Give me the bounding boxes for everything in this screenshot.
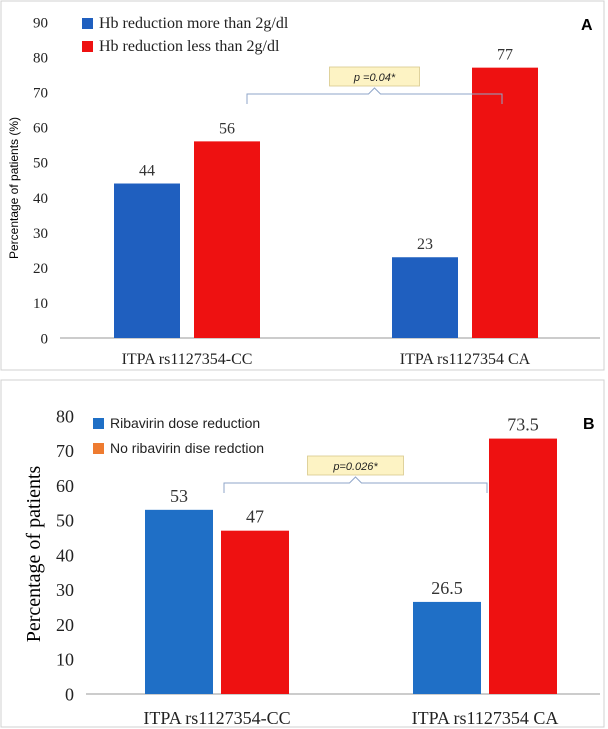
panel-a-frame	[0, 0, 605, 371]
y-tick-label: 60	[56, 476, 74, 496]
legend-label: Hb reduction more than 2g/dl	[99, 15, 289, 32]
p-value-box	[307, 455, 404, 476]
y-tick-label: 40	[33, 191, 48, 207]
x-category-label: ITPA rs1127354 CA	[412, 708, 559, 728]
y-tick-label: 90	[33, 15, 48, 31]
bar	[114, 183, 180, 338]
y-tick-label: 20	[56, 615, 74, 635]
bar-data-label: 56	[219, 120, 235, 137]
y-tick-label: 40	[56, 545, 74, 565]
bar	[489, 438, 557, 694]
y-tick-label: 70	[56, 441, 74, 461]
y-tick-label: 60	[33, 121, 48, 137]
bar	[472, 67, 538, 339]
panel-b-label: B	[583, 416, 595, 433]
y-tick-label: 70	[33, 85, 48, 101]
panel-b-plot: 0 10 20 30 40 50 60 70 80 53 47 ITPA rs1127354-CC 26…	[56, 406, 600, 728]
panel-a-ylabel: Percentage of patients (%)	[7, 117, 21, 259]
bar	[221, 530, 289, 694]
legend-label: No ribavirin dise redction	[110, 440, 264, 456]
panel-b-ylabel: Percentage of patients	[23, 465, 45, 642]
bar	[145, 509, 213, 694]
bar-data-label: 73.5	[507, 415, 539, 435]
legend-swatch	[82, 18, 93, 29]
bar	[392, 257, 458, 338]
legend-swatch	[93, 418, 104, 429]
legend-label: Hb reduction less than 2g/dl	[99, 38, 280, 55]
y-tick-label: 20	[33, 261, 48, 277]
bar-data-label: 77	[497, 47, 513, 64]
bar-data-label: 47	[246, 507, 264, 527]
legend-swatch	[93, 443, 104, 454]
x-category-label: ITPA rs1127354-CC	[143, 708, 290, 728]
bar	[413, 601, 481, 694]
y-tick-label: 0	[65, 684, 74, 704]
y-tick-label: 30	[33, 226, 48, 242]
bar-data-label: 53	[170, 486, 188, 506]
y-tick-label: 80	[56, 406, 74, 426]
y-tick-label: 0	[41, 331, 49, 347]
y-tick-label: 30	[56, 580, 74, 600]
panel-a-plot: 0 10 20 30 40 50 60 70 80 90 44 56 ITPA rs1127354-CC…	[33, 15, 600, 368]
x-category-label: ITPA rs1127354-CC	[122, 351, 253, 368]
y-tick-label: 50	[33, 156, 48, 172]
bar-data-label: 26.5	[431, 578, 463, 598]
significance-bracket	[223, 476, 488, 493]
y-tick-label: 50	[56, 511, 74, 531]
panel-b-frame	[0, 379, 605, 728]
significance-bracket	[246, 87, 503, 104]
bar	[194, 141, 260, 338]
x-category-label: ITPA rs1127354 CA	[400, 351, 531, 368]
y-tick-label: 80	[33, 50, 48, 66]
legend-label: Ribavirin dose reduction	[110, 415, 260, 431]
panel-a-label: A	[581, 17, 593, 34]
bar-data-label: 44	[139, 163, 155, 180]
p-value-text: p=0.026*	[332, 461, 378, 473]
p-value-text: p =0.04*	[353, 72, 396, 84]
legend-swatch	[82, 41, 93, 52]
bar-data-label: 23	[417, 236, 433, 253]
p-value-box	[329, 66, 420, 87]
y-tick-label: 10	[33, 296, 48, 312]
y-tick-label: 10	[56, 650, 74, 670]
